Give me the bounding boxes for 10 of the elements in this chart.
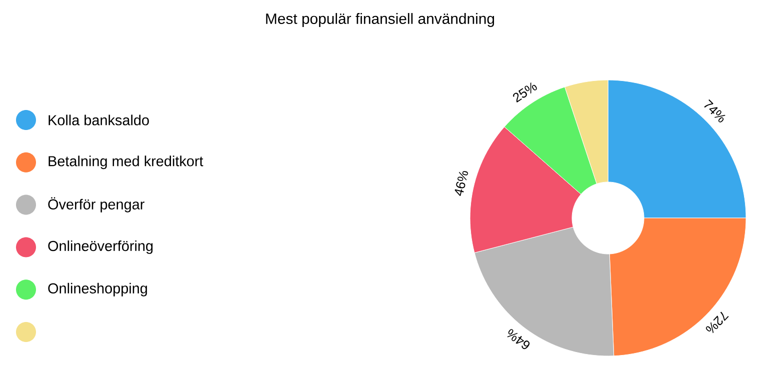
data-label: 72% (706, 312, 729, 334)
legend-label: Onlineshopping (48, 282, 147, 296)
legend-label: Betalning med kreditkort (48, 156, 204, 170)
data-label: 64% (507, 329, 530, 350)
chart-title: Mest populär finansiell användning (266, 13, 494, 27)
data-label: 25% (513, 82, 537, 103)
legend-label: Onlineöverföring (48, 240, 153, 254)
legend-label: Överför pengar (48, 197, 144, 212)
legend-label: Kolla banksaldo (48, 114, 149, 126)
data-label: 46% (454, 171, 468, 196)
